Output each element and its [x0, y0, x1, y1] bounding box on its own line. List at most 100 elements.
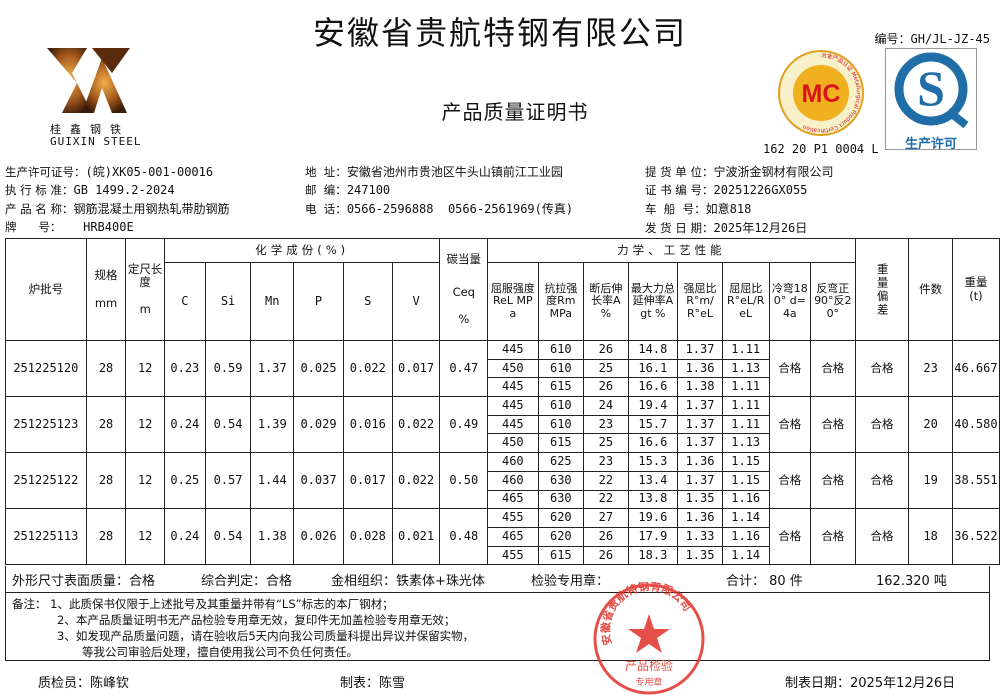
- header-mech-col: 强屈比R°m/R°eL: [677, 262, 723, 341]
- field-value: 0566-2596888 0566-2561969(传真): [346, 202, 574, 216]
- length: 12: [125, 508, 165, 566]
- weight-value: 46.667: [951, 339, 1000, 398]
- batch-number: 251225120: [5, 339, 87, 398]
- mech-value: 610: [537, 340, 585, 360]
- header-unit: mm: [94, 295, 118, 310]
- mech-value: 1.36: [677, 508, 723, 528]
- logo-text-cn: 桂鑫钢铁: [50, 123, 130, 136]
- summary-row: 外形尺寸表面质量：合格 综合判定：合格 金相组织：铁素体+珠光体 检验专用章： …: [5, 566, 990, 593]
- header-label: 规格: [94, 268, 118, 283]
- total-weight: 162.320 吨: [876, 574, 947, 589]
- mech-value: 460: [487, 470, 539, 491]
- mech-value: 13.4: [627, 470, 679, 491]
- header-unit: %: [458, 312, 470, 327]
- info-right-field: 提 货 单 位：宁波浙金钢材有限公司: [645, 163, 833, 180]
- header-chem-v: V: [391, 262, 441, 341]
- mc-code: 162 20 P1 0004 L: [763, 142, 879, 156]
- note-1: 备注： 1、此质保书仅限于上述批号及其重量并带有“LS”标志的本厂钢材；: [12, 597, 394, 611]
- mech-value: 1.36: [677, 452, 723, 472]
- document-number: 编号：GH/JL-JZ-45: [874, 32, 990, 46]
- spec: 28: [85, 508, 127, 566]
- length: 12: [125, 452, 165, 510]
- chem-value: 0.59: [204, 339, 252, 398]
- rebend-value: 合格: [810, 508, 856, 566]
- qs-text: 生产许可: [904, 137, 957, 152]
- mech-value: 26: [583, 377, 629, 398]
- mech-value: 610: [537, 358, 585, 379]
- inspection-stamp-icon: 安徽省贵航特钢有限公司 产品检验 专用章: [593, 582, 705, 695]
- bend-value: 合格: [768, 508, 812, 566]
- note-2: 2、本产品质量证明书无产品检验专用章无效，复印件无加盖检验专用章无效；: [57, 613, 456, 627]
- field-value: 安徽省池州市贵池区牛头山镇前江工业园: [346, 165, 563, 179]
- chem-value: 0.23: [163, 339, 206, 398]
- quality-table: 炉批号 规格 mm 定尺长度 m 化学成份(%) 碳当量 Ceq% 力学、工艺性能 重量偏差 件数重…: [5, 238, 1000, 566]
- mech-value: 22: [583, 470, 629, 491]
- chem-value: 0.026: [293, 508, 344, 566]
- mech-value: 15.3: [627, 452, 679, 472]
- weight-value: 36.522: [951, 508, 1000, 566]
- header-chem-s: S: [342, 262, 393, 341]
- mech-value: 1.14: [721, 545, 770, 566]
- mech-value: 625: [537, 452, 585, 472]
- header-ceq: 碳当量 Ceq%: [439, 238, 489, 341]
- header-chem-c: C: [163, 262, 206, 341]
- metallographic: 金相组织：铁素体+珠光体: [331, 574, 485, 589]
- field-label: 牌 号：: [5, 219, 62, 234]
- batch-number: 251225123: [5, 396, 87, 454]
- mech-value: 1.16: [721, 526, 770, 547]
- mech-value: 1.14: [721, 508, 770, 528]
- mech-value: 1.16: [721, 489, 770, 510]
- inspector: 质检员：陈峰钦: [38, 676, 130, 691]
- chem-value: 0.24: [163, 508, 206, 566]
- chem-value: 0.017: [342, 452, 393, 510]
- table-row: 455 615 26 18.3 1.35 1.14: [6, 545, 1000, 566]
- table-row: 251225120 28 12 0.23 0.59 1.37 0.025 0.022 0.017…: [5, 339, 1000, 398]
- mech-value: 445: [487, 414, 539, 435]
- chem-value: 1.37: [250, 339, 295, 398]
- header-mech-col: 反弯正90°反20°: [810, 262, 856, 341]
- company-title: 安徽省贵航特钢有限公司: [312, 14, 687, 52]
- mech-value: 1.37: [677, 414, 723, 435]
- field-label: 证 书 编 号：: [645, 182, 714, 197]
- notes: 备注： 1、此质保书仅限于上述批号及其重量并带有“LS”标志的本厂钢材； 2、本…: [5, 593, 990, 661]
- mech-value: 450: [487, 358, 539, 379]
- mech-value: 24: [583, 396, 629, 416]
- document-title: 产品质量证明书: [441, 100, 589, 124]
- spec: 28: [85, 339, 127, 398]
- info-right-field: 车 船 号：如意818: [645, 200, 751, 217]
- header-sub: Ceq: [452, 284, 475, 299]
- rebend-value: 合格: [810, 452, 856, 510]
- mech-value: 630: [537, 470, 585, 491]
- mech-value: 25: [583, 358, 629, 379]
- mech-value: 610: [537, 414, 585, 435]
- chem-value: 0.54: [204, 396, 252, 454]
- pieces-value: 19: [908, 452, 953, 510]
- pieces-value: 23: [908, 339, 953, 398]
- chem-value: 0.24: [163, 396, 206, 454]
- mech-value: 615: [537, 377, 585, 398]
- weight-value: 38.551: [951, 452, 1000, 510]
- chem-value: 0.029: [293, 396, 344, 454]
- mech-value: 455: [487, 508, 539, 528]
- chem-value: 0.57: [204, 452, 252, 510]
- pieces-value: 20: [908, 396, 953, 454]
- header-pieces: 件数: [908, 238, 953, 341]
- table-row: 465 630 22 13.8 1.35 1.16: [6, 489, 1000, 510]
- header-mech-col: 屈屈比R°eL/ReL: [721, 262, 770, 341]
- mech-value: 26: [583, 526, 629, 547]
- field-value: 247100: [346, 182, 391, 197]
- spec: 28: [85, 452, 127, 510]
- header-mech-col: 抗拉强度Rm MPa: [537, 262, 585, 341]
- mech-value: 19.4: [627, 396, 679, 416]
- mech-value: 13.8: [627, 489, 679, 510]
- info-mid-field: 电 话：0566-2596888 0566-2561969(传真): [305, 200, 573, 217]
- dev-value: 合格: [854, 452, 910, 510]
- header-unit: m: [139, 302, 151, 317]
- ceq-value: 0.49: [439, 396, 489, 454]
- field-value: GB 1499.2-2024: [73, 182, 175, 197]
- info-mid-field: 邮 编：247100: [305, 182, 390, 198]
- mech-value: 1.11: [721, 377, 770, 398]
- pieces-value: 18: [908, 508, 953, 566]
- dev-value: 合格: [854, 339, 910, 398]
- field-value: 如意818: [705, 202, 752, 216]
